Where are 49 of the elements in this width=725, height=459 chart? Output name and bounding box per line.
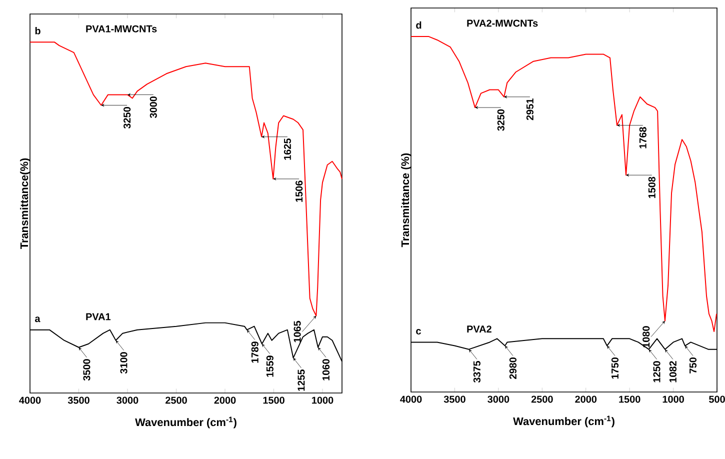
x-axis-title: Wavenumber (cm$^{-1}$) <box>135 416 236 428</box>
x-tick-label: 4000 <box>400 396 422 403</box>
annotation: a <box>35 316 40 322</box>
annotation: 1789 <box>251 342 258 363</box>
x-tick-label: 1000 <box>312 396 334 404</box>
annotation: 3000 <box>150 96 157 118</box>
annotation: 1768 <box>639 127 646 148</box>
x-tick-label: 2000 <box>214 396 236 404</box>
y-axis-title: Transmittance (%) <box>401 153 412 248</box>
x-tick-label: 1500 <box>263 396 284 404</box>
series-label: PVA1 <box>86 313 111 320</box>
text: b <box>35 27 40 34</box>
x-tick-label: 2000 <box>575 396 597 403</box>
annotation: 1080 <box>642 326 650 348</box>
annotation: 1060 <box>322 359 330 380</box>
text: PVA1-MWCNTs <box>86 25 157 32</box>
x-tick-label: 3000 <box>488 396 510 403</box>
annotation: 3375 <box>473 360 480 383</box>
annotation: c <box>416 329 421 335</box>
annotation: 1750 <box>611 358 619 379</box>
x-tick-label: 4000 <box>19 396 41 404</box>
annotation: 1255 <box>298 370 305 391</box>
annotation: 1506 <box>296 180 303 202</box>
x-tick-label: 1000 <box>662 396 684 403</box>
x-tick-label: 3500 <box>68 396 90 404</box>
x-tick-label: 1500 <box>619 396 640 403</box>
x-tick-label: 3500 <box>444 396 466 403</box>
annotation: 2980 <box>509 358 516 379</box>
text: PVA2-MWCNTs <box>467 20 538 27</box>
annotation: 1559 <box>266 356 274 377</box>
x-axis-title: Wavenumber (cm$^{-1}$) <box>513 416 614 428</box>
series-label: PVA2 <box>467 326 492 333</box>
annotation: 2951 <box>526 98 534 120</box>
text: d <box>416 21 422 29</box>
annotation: 3500 <box>83 359 90 381</box>
annotation: 1508 <box>648 176 656 198</box>
annotation: 3250 <box>497 109 504 131</box>
annotation: 1625 <box>284 138 291 160</box>
x-tick-label: 2500 <box>166 396 187 404</box>
annotation: 1250 <box>653 361 660 382</box>
annotation: 3250 <box>124 107 131 129</box>
annotation: 1082 <box>669 361 676 382</box>
annotation: 3100 <box>120 352 128 374</box>
x-tick-label: 2500 <box>531 396 553 403</box>
x-tick-label: 3000 <box>116 396 138 404</box>
y-axis-title: Transmittance(%) <box>20 158 30 250</box>
x-tick-label: 500 <box>709 396 725 403</box>
annotation: 1065 <box>294 320 301 342</box>
annotation: 750 <box>689 358 696 374</box>
